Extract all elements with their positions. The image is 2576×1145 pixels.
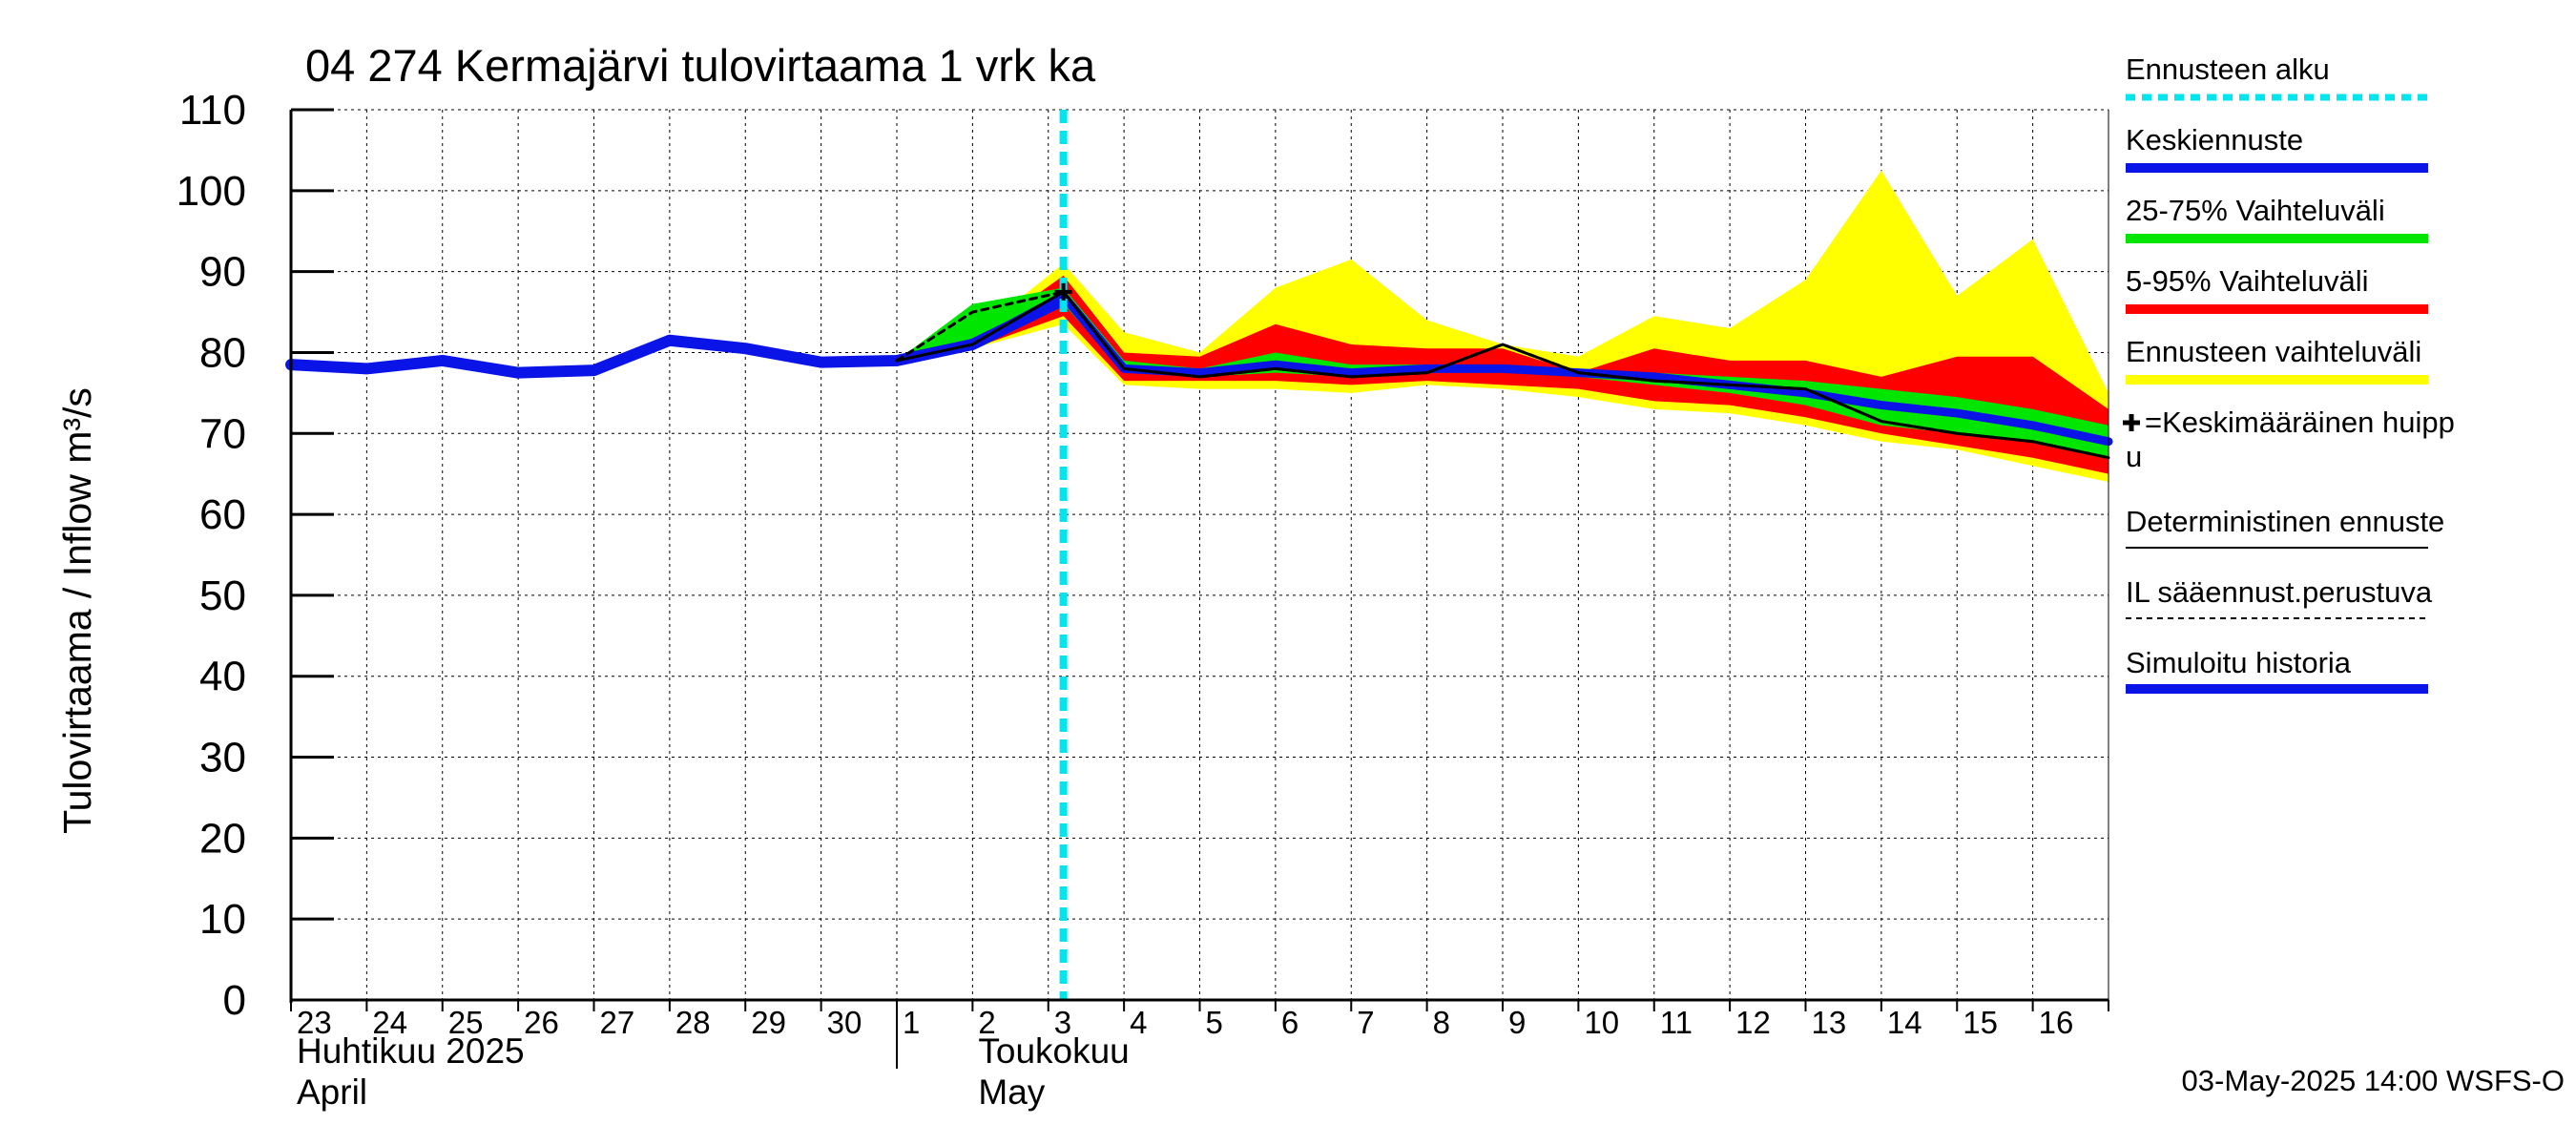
- x-tick-label: 30: [827, 1005, 862, 1040]
- x-tick-label: 5: [1206, 1005, 1223, 1040]
- y-tick-label: 110: [179, 87, 246, 134]
- month-label-english: May: [978, 1072, 1045, 1112]
- legend-label: IL sääennust.perustuva: [2126, 575, 2433, 609]
- x-tick-label: 1: [903, 1005, 920, 1040]
- y-tick-label: 100: [177, 168, 246, 215]
- y-tick-label: 70: [199, 410, 246, 457]
- x-tick-label: 12: [1735, 1005, 1771, 1040]
- y-axis: 0 10 20 30 40 50 60 70 80 90 100 110: [177, 87, 334, 1024]
- legend-entry: 25-75% Vaihteluväli: [2126, 194, 2428, 243]
- y-tick-label: 0: [223, 977, 246, 1024]
- y-tick-label: 90: [199, 249, 246, 296]
- band-5-95: [897, 275, 2109, 474]
- x-tick-label: 13: [1812, 1005, 1847, 1040]
- y-tick-label: 10: [199, 896, 246, 943]
- x-tick-label: 15: [1963, 1005, 1998, 1040]
- legend-label: Deterministinen ennuste: [2126, 505, 2444, 538]
- x-tick-label: 24: [372, 1005, 407, 1040]
- legend-label: Keskiennuste: [2126, 123, 2303, 156]
- x-tick-label: 28: [675, 1005, 711, 1040]
- x-tick-label: 9: [1508, 1005, 1526, 1040]
- x-tick-label: 16: [2039, 1005, 2074, 1040]
- y-tick-label: 20: [199, 815, 246, 862]
- month-label-english: April: [297, 1072, 367, 1112]
- forecast-lines: [285, 110, 2113, 1000]
- timestamp-label: 03-May-2025 14:00 WSFS-O: [2182, 1064, 2565, 1097]
- legend-cross-icon: [2123, 414, 2140, 431]
- y-tick-label: 40: [199, 654, 246, 700]
- x-axis: 23 24 25 26 27 28 29 30 1 2 3 4 5 6 7 8 9 10 11 12 13 14 15 16H…: [290, 1000, 2109, 1112]
- mean-peak-marker: [1054, 282, 1072, 301]
- y-tick-label: 30: [199, 735, 246, 781]
- legend-entry: Ennusteen alku: [2126, 52, 2428, 101]
- legend-label: Simuloitu historia: [2126, 646, 2352, 679]
- x-tick-label: 26: [524, 1005, 559, 1040]
- legend-entry: Keskiennuste: [2126, 123, 2428, 173]
- x-tick-label: 27: [600, 1005, 635, 1040]
- legend-label-continued: u: [2126, 440, 2142, 473]
- x-tick-label: 4: [1130, 1005, 1147, 1040]
- x-tick-label: 10: [1584, 1005, 1619, 1040]
- x-tick-label: 8: [1433, 1005, 1450, 1040]
- legend-label: Ennusteen alku: [2126, 52, 2330, 86]
- legend-entry: IL sääennust.perustuva: [2126, 575, 2433, 619]
- x-tick-label: 23: [297, 1005, 332, 1040]
- legend-label: =Keskimääräinen huipp: [2145, 406, 2455, 439]
- chart-title: 04 274 Kermajärvi tulovirtaama 1 vrk ka: [305, 40, 1096, 91]
- x-tick-label: 7: [1357, 1005, 1374, 1040]
- x-tick-label: 29: [751, 1005, 786, 1040]
- il-forecast-line: [895, 290, 2110, 460]
- legend-entry: Deterministinen ennuste: [2126, 505, 2444, 549]
- y-tick-label: 80: [199, 329, 246, 376]
- legend: Ennusteen alku Keskiennuste 25-75% Vaihtel…: [2123, 52, 2455, 694]
- x-tick-label: 11: [1660, 1005, 1693, 1040]
- legend-entry: Ennusteen vaihteluväli: [2126, 335, 2428, 385]
- legend-entry: 5-95% Vaihteluväli: [2126, 264, 2428, 314]
- legend-label: 25-75% Vaihteluväli: [2126, 194, 2385, 227]
- month-label: Toukokuu: [978, 1031, 1129, 1071]
- y-tick-label: 60: [199, 491, 246, 538]
- x-tick-label: 25: [448, 1005, 484, 1040]
- month-label: Huhtikuu 2025: [297, 1031, 525, 1071]
- y-axis-label: Tulovirtaama / Inflow m³/s: [55, 387, 99, 834]
- x-tick-label: 3: [1054, 1005, 1071, 1040]
- x-tick-label: 14: [1887, 1005, 1922, 1040]
- legend-label: 5-95% Vaihteluväli: [2126, 264, 2368, 298]
- legend-label: Ennusteen vaihteluväli: [2126, 335, 2421, 368]
- x-tick-label: 2: [978, 1005, 995, 1040]
- legend-entry: Simuloitu historia: [2126, 646, 2428, 694]
- x-tick-label: 6: [1281, 1005, 1298, 1040]
- y-tick-label: 50: [199, 572, 246, 619]
